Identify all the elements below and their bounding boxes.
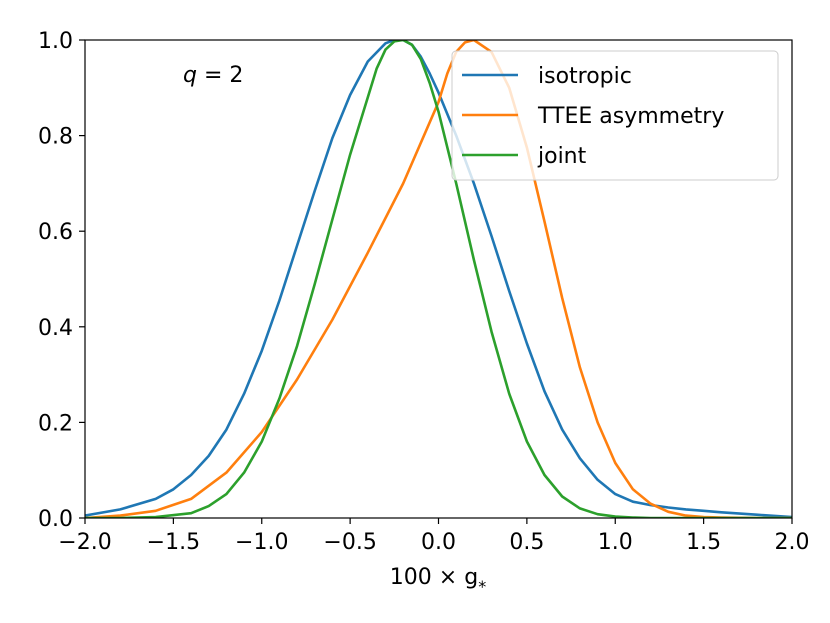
q-annotation-value: = 2 <box>197 63 243 88</box>
x-tick-label: −0.5 <box>323 530 376 555</box>
y-tick-label: 0.6 <box>38 220 73 245</box>
x-tick-label: −2.0 <box>58 530 111 555</box>
y-tick-label: 0.2 <box>38 411 73 436</box>
x-tick-label: 0.5 <box>509 530 544 555</box>
series-joint-line <box>85 40 792 518</box>
legend: isotropic TTEE asymmetry joint <box>451 50 779 181</box>
legend-label-isotropic: isotropic <box>538 64 632 89</box>
legend-label-joint: joint <box>537 144 587 169</box>
x-tick-label: 1.5 <box>686 530 721 555</box>
x-tick-label: 0.0 <box>421 530 456 555</box>
series-isotropic-line <box>85 40 792 518</box>
legend-box <box>451 50 779 181</box>
legend-label-ttee-asymmetry: TTEE asymmetry <box>537 104 724 129</box>
q-annotation: q = 2 <box>183 63 243 88</box>
y-tick-label: 0.8 <box>38 125 73 150</box>
x-tick-label: −1.5 <box>147 530 200 555</box>
x-tick-label: 2.0 <box>775 530 810 555</box>
x-axis: −2.0 −1.5 −1.0 −0.5 0.0 0.5 1.0 1.5 2.0 <box>58 518 810 555</box>
y-axis: 0.0 0.2 0.4 0.6 0.8 1.0 <box>38 29 85 532</box>
x-axis-label-text: 100 × g <box>390 565 478 590</box>
q-annotation-var: q <box>183 63 197 88</box>
x-axis-label: 100 × g* <box>390 565 486 596</box>
x-tick-label: −1.0 <box>235 530 288 555</box>
x-tick-label: 1.0 <box>598 530 633 555</box>
y-tick-label: 0.0 <box>38 507 73 532</box>
x-axis-label-subscript: * <box>478 577 486 596</box>
y-tick-label: 0.4 <box>38 316 73 341</box>
y-tick-label: 1.0 <box>38 29 73 54</box>
